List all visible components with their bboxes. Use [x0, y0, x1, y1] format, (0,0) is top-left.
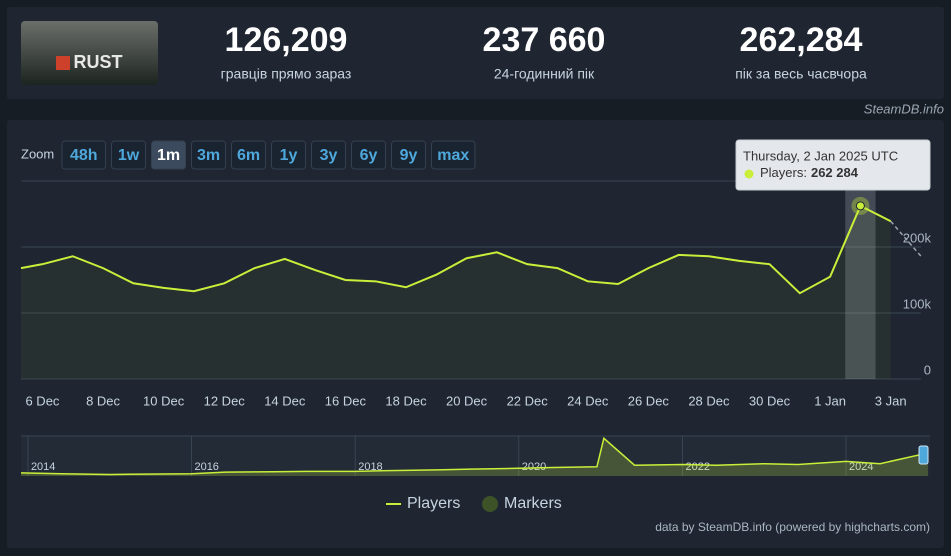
x-tick-label: 3 Jan	[875, 393, 907, 408]
zoom-button-label[interactable]: 9y	[400, 147, 418, 164]
line	[20, 204, 892, 295]
x-tick-label: 6 Dec	[25, 393, 59, 408]
navigator-label: 2024	[849, 461, 873, 473]
zoom-button[interactable]	[351, 140, 386, 170]
x-tick-label: 18 Dec	[385, 393, 427, 408]
zoom-button-label[interactable]: 3y	[320, 147, 338, 164]
navigator-label: 2014	[31, 461, 55, 473]
tooltip-title: Thursday, 2 Jan 2025 UTC	[743, 148, 898, 163]
line-dashed	[890, 220, 922, 257]
stat-value: 237 660	[483, 21, 606, 59]
zoom-button-label[interactable]: 3m	[197, 147, 220, 164]
legend-marker	[482, 496, 498, 512]
stat-label: 24-годинний пік	[494, 66, 595, 82]
brand: SteamDB.info	[864, 101, 944, 116]
x-tick-label: 8 Dec	[86, 393, 120, 408]
x-tick-label: 16 Dec	[325, 393, 367, 408]
x-tick-label: 24 Dec	[567, 393, 609, 408]
x-tick-label: 26 Dec	[628, 393, 670, 408]
zoom-button-label[interactable]: 6m	[237, 147, 260, 164]
zoom-button-label[interactable]: 1y	[280, 147, 298, 164]
navigator-label: 2022	[685, 461, 709, 473]
y-tick-label: 100k	[903, 296, 932, 311]
zoom-button-label[interactable]: 48h	[70, 147, 98, 164]
x-tick-label: 1 Jan	[814, 393, 846, 408]
y-tick-label: 0	[924, 362, 931, 377]
navigator-label: 2020	[522, 461, 546, 473]
navigator-handle[interactable]	[918, 445, 929, 465]
zoom-button[interactable]	[431, 140, 476, 170]
navigator-label: 2018	[358, 461, 382, 473]
tooltip-value: 262 284	[811, 165, 859, 180]
zoom-button-label[interactable]: 1m	[157, 147, 180, 164]
navigator-label: 2016	[194, 461, 218, 473]
logo-square	[56, 56, 70, 70]
legend-label: Markers	[504, 495, 562, 512]
x-tick-label: 14 Dec	[264, 393, 306, 408]
stat-label: пік за весь часвчора	[735, 66, 867, 82]
x-tick-label: 12 Dec	[204, 393, 246, 408]
stat-value: 126,209	[225, 21, 348, 59]
legend-label: Players	[407, 495, 460, 512]
zoom-button[interactable]	[271, 140, 306, 170]
zoom-button[interactable]	[391, 140, 426, 170]
stat-label: гравців прямо зараз	[221, 66, 352, 82]
x-tick-label: 22 Dec	[507, 393, 549, 408]
y-tick-label: 200k	[903, 230, 932, 245]
zoom-button-label[interactable]: max	[437, 147, 469, 164]
tooltip-series-label: Players:	[760, 165, 807, 180]
tooltip-series: Players: 262 284	[760, 165, 859, 180]
zoom-button[interactable]	[151, 140, 186, 170]
x-tick-label: 28 Dec	[688, 393, 730, 408]
logo-text: RUST	[74, 52, 123, 72]
stat-value: 262,284	[740, 21, 863, 59]
hover-point	[855, 201, 865, 211]
x-tick-label: 10 Dec	[143, 393, 185, 408]
header-panel	[7, 7, 944, 99]
zoom-button-label[interactable]: 1w	[118, 147, 140, 164]
x-tick-label: 30 Dec	[749, 393, 791, 408]
tooltip-box	[735, 139, 931, 191]
credits: data by SteamDB.info (powered by highcha…	[655, 520, 930, 534]
zoom-button[interactable]	[61, 140, 106, 170]
plot: 0 100k 200k 6 Dec 8 Dec 10 Dec 12 Dec 14 Dec 16 …	[20, 139, 932, 534]
x-tick-label: 20 Dec	[446, 393, 488, 408]
zoom-button[interactable]	[231, 140, 266, 170]
zoom-buttons: 48h 1w 1m 3m 6m 1y 3y 6y 9y max	[61, 140, 476, 170]
zoom-button[interactable]	[191, 140, 226, 170]
crosshair	[845, 181, 876, 379]
area	[21, 205, 891, 379]
zoom-button[interactable]	[111, 140, 146, 170]
zoom-button-label[interactable]: 6y	[360, 147, 378, 164]
navigator-area	[21, 438, 928, 476]
tooltip-dot	[744, 169, 754, 179]
zoom-label: Zoom	[21, 146, 54, 161]
navigator-line	[20, 436, 929, 476]
zoom-button[interactable]	[311, 140, 346, 170]
logo-art	[21, 21, 158, 85]
